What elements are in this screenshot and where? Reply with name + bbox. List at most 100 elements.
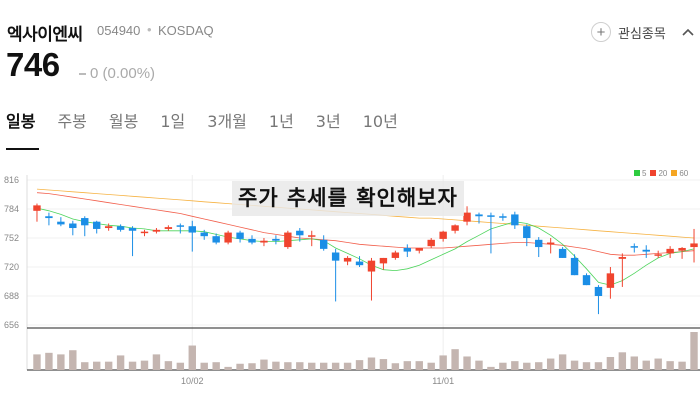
candle-body <box>296 230 304 236</box>
candle-body <box>379 257 388 264</box>
tab-monthly[interactable]: 월봉 <box>108 112 139 131</box>
volume-bar <box>331 362 340 370</box>
candle-body <box>403 247 412 252</box>
y-tick-label: 816 <box>4 175 19 185</box>
legend-item: 5 <box>634 169 646 178</box>
volume-bar <box>355 360 364 370</box>
candle-body <box>570 257 579 276</box>
legend-swatch <box>650 170 657 176</box>
volume-bar <box>379 359 388 370</box>
separator-dot: • <box>147 22 152 37</box>
volume-bar <box>367 357 376 370</box>
tab-3months[interactable]: 3개월 <box>207 112 247 131</box>
add-watchlist-button[interactable]: + 관심종목 <box>591 20 666 44</box>
y-tick-label: 784 <box>4 204 19 214</box>
candle-body <box>606 273 615 288</box>
tab-1day[interactable]: 1일 <box>160 112 186 131</box>
volume-bar <box>260 359 268 370</box>
chevron-up-icon[interactable] <box>678 20 698 44</box>
candle-body <box>630 246 638 248</box>
price-change-value: 0 (0.00%) <box>90 65 156 82</box>
volume-bar <box>558 354 567 370</box>
volume-bar <box>93 361 101 370</box>
y-tick-label: 752 <box>4 233 19 243</box>
legend-label: 60 <box>679 168 689 178</box>
volume-bar <box>69 350 77 370</box>
candle-body <box>319 239 328 249</box>
y-tick-label: 688 <box>4 291 19 301</box>
volume-bar <box>582 362 591 370</box>
volume-bar <box>236 363 244 370</box>
volume-bar <box>57 354 65 370</box>
candle-body <box>427 239 435 247</box>
candle-body <box>33 205 41 211</box>
candle-body <box>188 226 196 233</box>
volume-bar <box>343 362 352 370</box>
volume-bar <box>176 362 185 370</box>
candle-body <box>236 232 244 239</box>
tab-weekly[interactable]: 주봉 <box>57 112 87 131</box>
candle-body <box>546 242 555 245</box>
candle-body <box>439 231 447 239</box>
candle-body <box>308 235 316 237</box>
period-tabs: 일봉 주봉 월봉 1일 3개월 1년 3년 10년 <box>0 108 398 150</box>
volume-bar <box>511 361 519 370</box>
plus-icon: + <box>591 22 611 42</box>
candle-body <box>535 239 543 248</box>
tab-1year[interactable]: 1년 <box>268 112 294 131</box>
candle-body <box>523 226 531 238</box>
candle-body <box>104 226 113 229</box>
candle-body <box>116 226 125 230</box>
candle-body <box>355 261 364 266</box>
volume-bar <box>666 361 674 370</box>
volume-bar <box>128 361 137 370</box>
x-tick-label: 11/01 <box>432 376 454 386</box>
volume-bar <box>140 360 149 370</box>
volume-bar <box>475 360 483 370</box>
stock-code: 054940 <box>97 23 141 38</box>
volume-bar <box>690 332 698 370</box>
watchlist-label: 관심종목 <box>618 26 666 42</box>
candle-body <box>558 248 567 258</box>
candle-body <box>140 231 149 234</box>
candle-body <box>391 252 400 258</box>
candle-body <box>93 221 101 229</box>
legend-label: 5 <box>642 168 647 178</box>
tab-10years[interactable]: 10년 <box>362 112 398 131</box>
candle-body <box>463 212 471 222</box>
ma20-line <box>36 192 695 256</box>
candle-body <box>331 252 340 261</box>
y-tick-label: 720 <box>4 262 19 272</box>
volume-bar <box>116 355 125 370</box>
candle-body <box>164 227 173 229</box>
price-chart[interactable]: 816 784 752 720 688 656 10/02 11/01 <box>0 150 700 400</box>
tab-daily[interactable]: 일봉 <box>6 108 40 150</box>
candle-body <box>690 243 698 248</box>
volume-bar <box>415 361 423 370</box>
volume-bar <box>248 363 256 370</box>
volume-bar <box>499 362 507 370</box>
legend-label: 20 <box>658 168 668 178</box>
candle-body <box>284 232 292 248</box>
candle-body <box>343 257 352 262</box>
candle-body <box>666 248 674 254</box>
volume-bar <box>487 366 495 370</box>
volume-bar <box>439 355 447 370</box>
current-price: 746 <box>6 46 60 83</box>
candle-body <box>212 236 220 243</box>
candle-body <box>618 257 627 259</box>
candle-body <box>45 216 53 219</box>
candle-body <box>451 225 459 231</box>
candle-body <box>128 228 137 231</box>
volume-bar <box>678 361 686 370</box>
volume-bar <box>451 349 459 370</box>
tab-3years[interactable]: 3년 <box>315 112 341 131</box>
volume-bar <box>523 362 531 370</box>
candle-body <box>260 240 268 243</box>
volume-bar <box>642 360 650 370</box>
volume-bar <box>224 366 232 370</box>
candle-body <box>69 223 77 229</box>
volume-bar <box>45 352 53 370</box>
candle-body <box>678 247 686 251</box>
candle-body <box>415 247 423 251</box>
